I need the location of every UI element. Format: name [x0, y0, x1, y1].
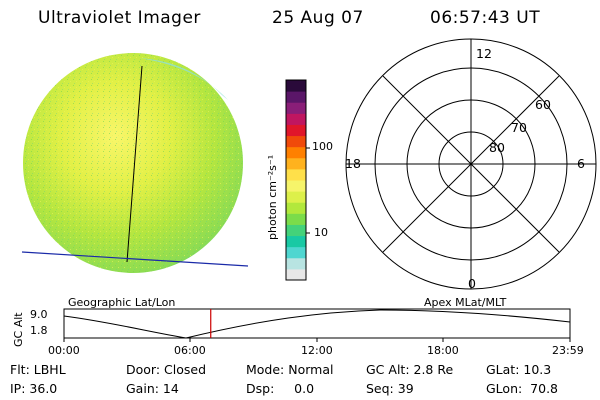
earth-disk-texture: [23, 53, 243, 273]
status-glat: GLat: 10.3: [486, 362, 552, 377]
lat-label-70: 70: [511, 120, 527, 135]
colorbar-band: [286, 180, 306, 192]
colorbar-band: [286, 224, 306, 237]
timeline-x-tick-4: 23:59: [552, 344, 584, 357]
timeline-y-tick-min: 1.8: [30, 324, 48, 337]
colorbar-band: [286, 268, 306, 281]
mlt-label-18: 18: [345, 156, 361, 171]
colorbar-band: [286, 157, 306, 170]
colorbar-band: [286, 80, 306, 92]
timeline-x-tick-0: 00:00: [48, 344, 80, 357]
colorbar-band: [286, 102, 306, 114]
apex-label: Apex MLat/MLT: [424, 296, 507, 309]
colorbar-band: [286, 146, 306, 159]
observation-time: 06:57:43 UT: [430, 8, 541, 28]
lat-label-80: 80: [489, 140, 505, 155]
colorbar-band: [286, 257, 306, 270]
status-mode: Mode: Normal: [246, 362, 334, 377]
timeline-x-tick-1: 06:00: [174, 344, 206, 357]
status-seq: Seq: 39: [366, 381, 414, 396]
colorbar-band: [286, 113, 306, 125]
status-filter: Flt: LBHL: [10, 362, 66, 377]
colorbar-band: [286, 246, 306, 259]
colorbar-band: [286, 91, 306, 103]
status-dsp: Dsp: 0.0: [246, 381, 315, 396]
polar-diagonal-2: [382, 75, 560, 253]
mlt-label-0: 0: [468, 276, 476, 291]
colorbar-band: [286, 202, 306, 214]
colorbar-band: [286, 191, 306, 203]
colorbar-tick-100: 100: [312, 140, 333, 153]
geographic-label: Geographic Lat/Lon: [68, 296, 176, 309]
observation-date: 25 Aug 07: [272, 8, 364, 28]
colorbar-band: [286, 135, 306, 148]
colorbar-band: [286, 213, 306, 225]
timeline-y-tick-max: 9.0: [30, 308, 48, 321]
instrument-title: Ultraviolet Imager: [38, 8, 201, 28]
colorbar-band: [286, 235, 306, 248]
timeline-x-tick-3: 18:00: [427, 344, 459, 357]
meridian-line: [126, 65, 143, 263]
timeline-x-tick-2: 12:00: [301, 344, 333, 357]
status-glon: GLon: 70.8: [486, 381, 558, 396]
colorbar-band: [286, 168, 306, 181]
colorbar-band: [286, 124, 306, 137]
mlt-label-6: 6: [577, 156, 585, 171]
altitude-curve: [63, 309, 571, 339]
status-gc-alt: GC Alt: 2.8 Re: [366, 362, 454, 377]
colorbar-tick-10: 10: [314, 226, 328, 239]
status-gain: Gain: 14: [126, 381, 179, 396]
lat-label-60: 60: [535, 97, 551, 112]
status-ip: IP: 36.0: [10, 381, 58, 396]
status-door: Door: Closed: [126, 362, 207, 377]
equator-line: [21, 251, 249, 267]
mlt-label-12: 12: [476, 46, 492, 61]
